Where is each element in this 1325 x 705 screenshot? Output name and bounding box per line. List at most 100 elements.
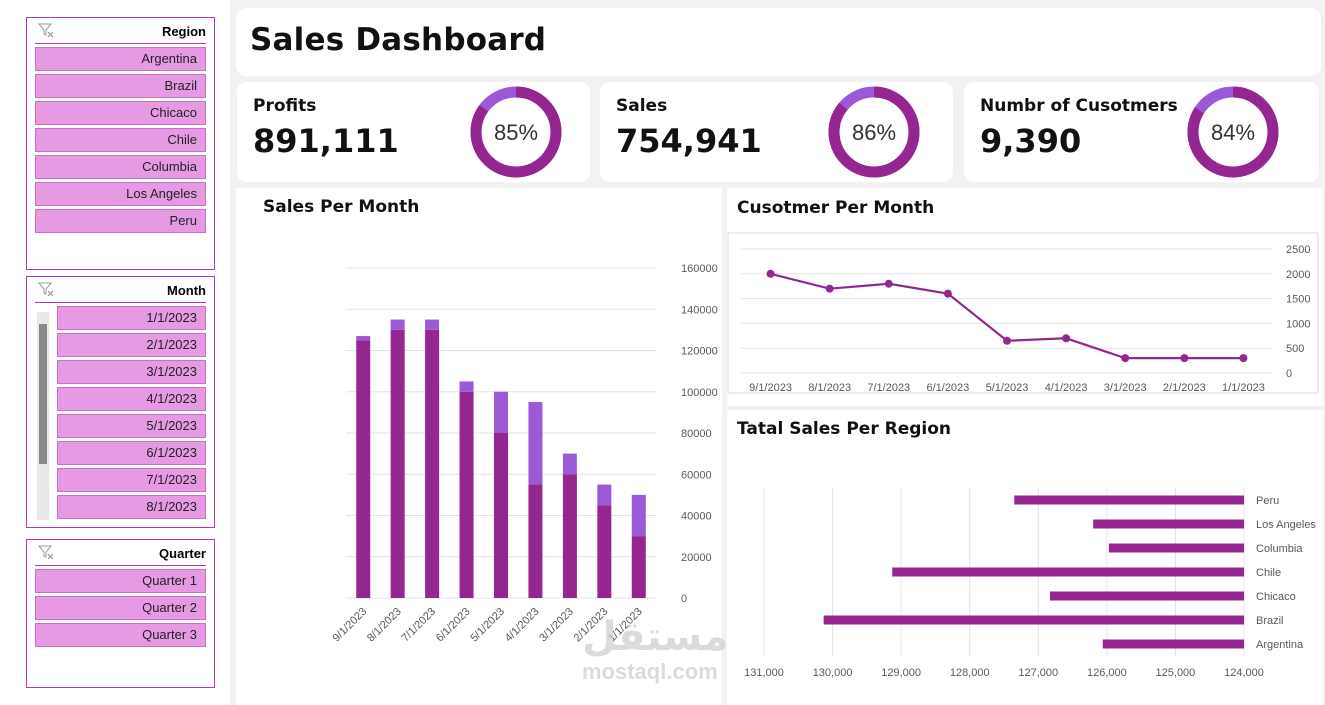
series-line [770, 272, 1244, 360]
bar-segment [494, 391, 508, 433]
slicer-item[interactable]: 6/1/2023 [57, 441, 206, 465]
slicer-item[interactable]: Quarter 3 [35, 623, 206, 647]
x-tick-label: 130,000 [813, 667, 853, 679]
sales-per-month-chart: 0 20000 40000 60000 80000 100000 120000 140000 1… [331, 263, 718, 645]
watermark-latin: mostaql.com [582, 659, 718, 684]
slicer-item[interactable]: Peru [35, 209, 206, 233]
x-tick-label: 6/1/2023 [926, 382, 969, 394]
kpi-value: 754,941 [616, 122, 762, 160]
x-tick-label: 4/1/2023 [503, 606, 542, 645]
watermark-arabic: مستقل [582, 614, 729, 660]
donut-percent: 84% [1211, 120, 1255, 145]
chart-title: Tatal Sales Per Region [737, 419, 952, 439]
donut-percent: 86% [852, 120, 896, 145]
clear-filter-icon[interactable] [38, 281, 54, 297]
sales-per-region-chart: 131,000 130,000 129,000 128,000 127,000 126,0… [744, 488, 1316, 679]
bar-segment [425, 319, 440, 330]
kpi-label: Numbr of Cusotmers [980, 96, 1178, 116]
data-point [766, 269, 775, 278]
clear-filter-icon[interactable] [38, 544, 54, 560]
bar [1014, 495, 1244, 505]
data-point [1003, 336, 1011, 345]
slicer-item[interactable]: Chicaco [35, 101, 206, 125]
plot-frame [727, 232, 1319, 394]
slicer-scrollbar[interactable] [37, 312, 49, 520]
sales-per-month-panel: Sales Per Month 0 20000 40000 60000 80000 100… [236, 188, 722, 705]
bar-segment [459, 381, 474, 392]
scrollbar-thumb[interactable] [39, 324, 47, 464]
bar [1102, 639, 1244, 649]
slicer-item[interactable]: Quarter 1 [35, 569, 206, 593]
bar-segment [528, 484, 543, 598]
y-tick-label: 1000 [1286, 318, 1310, 330]
bar-segment [597, 484, 612, 506]
region-items: Argentina Brazil Chicaco Chile Columbia Los A… [27, 47, 214, 233]
y-tick-label: Chile [1256, 567, 1281, 579]
bar-segment [597, 505, 612, 598]
customer-per-month-chart: 0 500 1000 1500 2000 2500 9/1/2023 8/1/2023 7/1/… [727, 232, 1319, 394]
y-tick-label: Brazil [1256, 615, 1284, 627]
kpi-donut: 86% [828, 86, 920, 178]
x-tick-label: 8/1/2023 [365, 606, 404, 645]
slicer-item[interactable]: 1/1/2023 [57, 306, 206, 330]
bar [1108, 543, 1244, 553]
bar [1049, 591, 1244, 601]
data-point [943, 289, 952, 298]
filter-pane: Region Argentina Brazil Chicaco Chile Columb… [0, 0, 230, 705]
y-tick-label: Chicaco [1256, 591, 1296, 603]
slicer-item[interactable]: Argentina [35, 47, 206, 71]
bar-segment [425, 329, 440, 598]
y-tick-label: 0 [1286, 368, 1292, 380]
slicer-item[interactable]: 4/1/2023 [57, 387, 206, 411]
x-tick-label: 8/1/2023 [808, 382, 851, 394]
slicer-title: Region [161, 24, 206, 39]
slicer-item[interactable]: Chile [35, 128, 206, 152]
slicer-item[interactable]: 2/1/2023 [57, 333, 206, 357]
y-tick-label: 100000 [681, 387, 718, 399]
y-tick-label: 120000 [681, 346, 718, 358]
chart-title: Sales Per Month [263, 197, 420, 217]
slicer-item[interactable]: Los Angeles [35, 182, 206, 206]
kpi-value: 891,111 [253, 122, 399, 160]
kpi-card-sales: Sales 754,941 86% [600, 82, 953, 182]
data-point [1180, 354, 1189, 363]
sales-per-region-panel: Tatal Sales Per Region 131,000 130,000 129… [727, 410, 1323, 705]
bar-segment [528, 402, 543, 485]
x-tick-label: 3/1/2023 [537, 606, 576, 645]
y-tick-label: 40000 [681, 511, 712, 523]
slicer-item[interactable]: 7/1/2023 [57, 468, 206, 492]
x-tick-label: 1/1/2023 [1222, 382, 1265, 394]
bar [1093, 519, 1244, 529]
y-tick-label: 500 [1286, 343, 1304, 355]
x-tick-label: 9/1/2023 [749, 382, 792, 394]
bar [823, 615, 1244, 625]
y-tick-label: 20000 [681, 552, 712, 564]
y-tick-label: 0 [681, 593, 687, 605]
clear-filter-icon[interactable] [38, 22, 54, 38]
slicer-item[interactable]: 8/1/2023 [57, 495, 206, 519]
bar-segment [562, 474, 577, 598]
data-point [1121, 354, 1130, 363]
watermark: مستقل mostaql.com [582, 615, 728, 685]
x-tick-label: 2/1/2023 [1163, 382, 1206, 394]
slicer-item[interactable]: 5/1/2023 [57, 414, 206, 438]
x-tick-label: 126,000 [1087, 667, 1127, 679]
x-tick-label: 4/1/2023 [1045, 382, 1088, 394]
slicer-item[interactable]: Columbia [35, 155, 206, 179]
slicer-item[interactable]: Brazil [35, 74, 206, 98]
x-tick-label: 127,000 [1018, 667, 1058, 679]
bar-segment [356, 340, 371, 598]
slicer-item[interactable]: Quarter 2 [35, 596, 206, 620]
bar-segment [494, 433, 508, 598]
data-point [884, 279, 893, 288]
donut-arc [1187, 86, 1279, 178]
slicer-header: Quarter [35, 540, 206, 566]
slicer-item[interactable]: 3/1/2023 [57, 360, 206, 384]
x-tick-label: 124,000 [1224, 667, 1264, 679]
bar-segment [356, 336, 371, 341]
bar-segment [390, 329, 405, 598]
x-tick-label: 7/1/2023 [867, 382, 910, 394]
y-tick-label: Los Angeles [1256, 519, 1316, 531]
y-tick-label: 140000 [681, 304, 718, 316]
y-tick-label: 60000 [681, 469, 712, 481]
